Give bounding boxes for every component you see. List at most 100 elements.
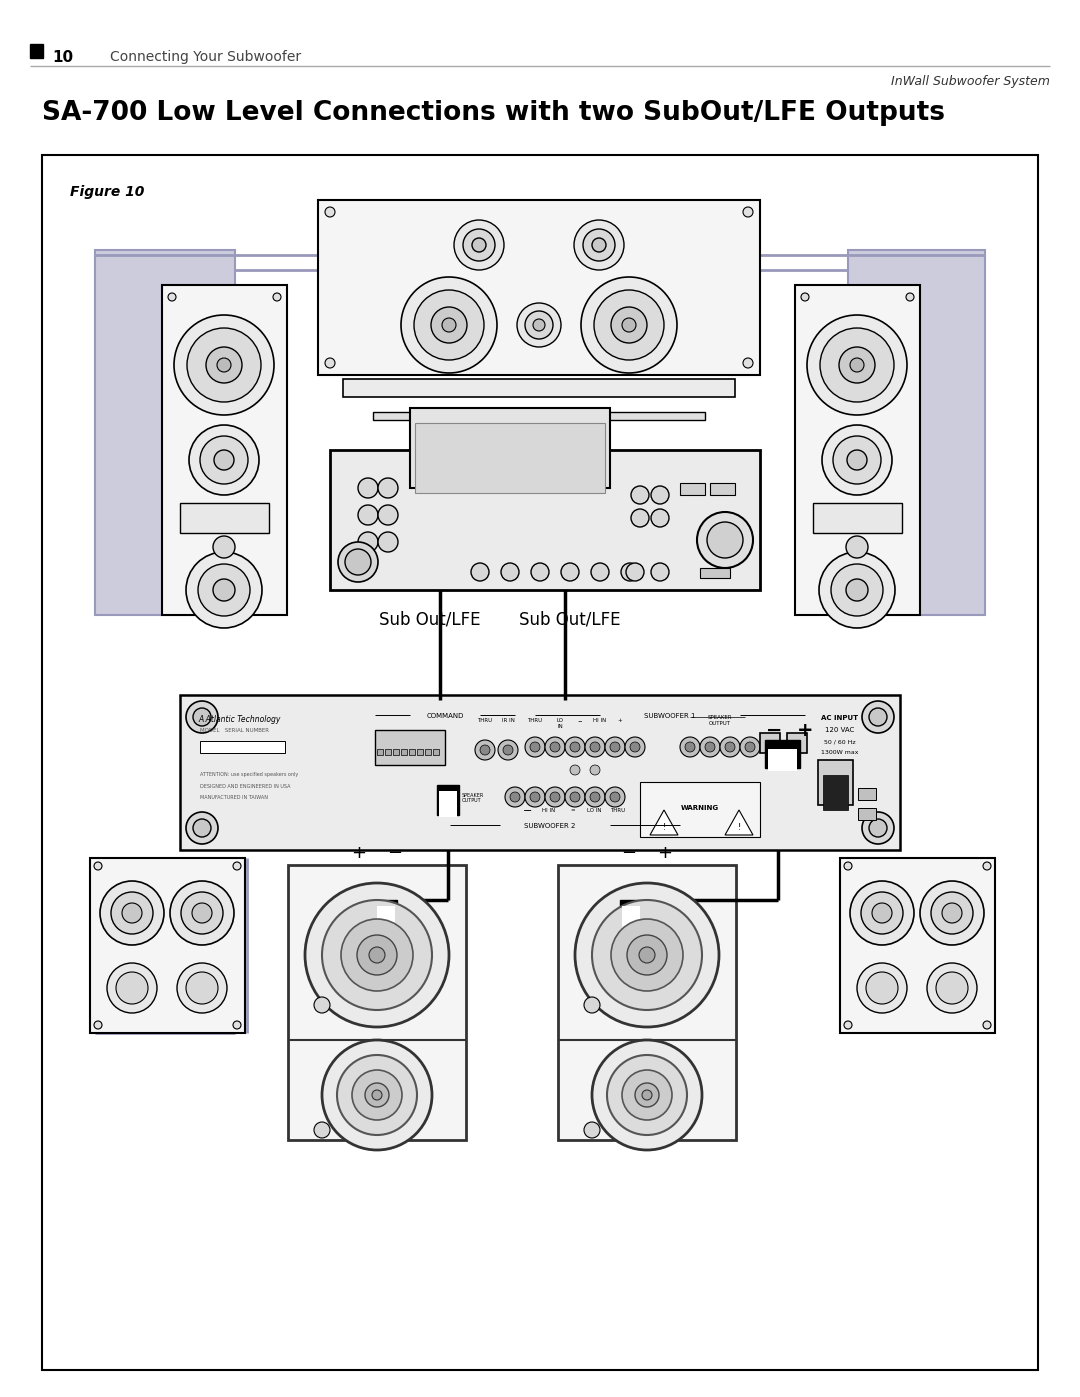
Circle shape [610, 742, 620, 752]
Circle shape [839, 346, 875, 383]
Circle shape [651, 486, 669, 504]
Bar [42, 155, 1038, 1370]
Circle shape [565, 738, 585, 757]
Circle shape [700, 738, 720, 757]
Text: −: − [621, 844, 636, 862]
Bar [384, 749, 391, 754]
Circle shape [743, 207, 753, 217]
Circle shape [850, 358, 864, 372]
Circle shape [213, 578, 235, 601]
Circle shape [570, 766, 580, 775]
Text: IR IN: IR IN [501, 718, 514, 724]
Circle shape [920, 882, 984, 944]
Circle shape [936, 972, 968, 1004]
Circle shape [100, 882, 164, 944]
Text: 50 / 60 Hz: 50 / 60 Hz [824, 739, 855, 745]
Circle shape [233, 1021, 241, 1030]
Circle shape [846, 578, 868, 601]
Circle shape [631, 509, 649, 527]
Text: +: + [618, 718, 622, 724]
Circle shape [200, 436, 248, 483]
Circle shape [187, 328, 261, 402]
Circle shape [621, 563, 639, 581]
Circle shape [181, 893, 222, 935]
Circle shape [480, 745, 490, 754]
Text: !: ! [662, 823, 665, 831]
Circle shape [337, 1055, 417, 1134]
Circle shape [534, 319, 545, 331]
Circle shape [322, 1039, 432, 1150]
Circle shape [94, 862, 102, 870]
Circle shape [531, 563, 549, 581]
Text: Sub Out/LFE: Sub Out/LFE [379, 610, 481, 629]
Circle shape [525, 738, 545, 757]
Circle shape [530, 742, 540, 752]
Bar [437, 785, 459, 814]
Circle shape [630, 742, 640, 752]
Bar [95, 250, 235, 615]
Bar [795, 285, 920, 615]
Circle shape [625, 738, 645, 757]
Text: THRU: THRU [477, 718, 492, 724]
Circle shape [591, 563, 609, 581]
Text: +: + [351, 844, 366, 862]
Circle shape [525, 787, 545, 807]
Circle shape [414, 291, 484, 360]
Circle shape [611, 307, 647, 344]
Bar [393, 749, 399, 754]
Circle shape [186, 972, 218, 1004]
Circle shape [583, 229, 615, 261]
Bar [30, 43, 43, 59]
Circle shape [189, 425, 259, 495]
Circle shape [550, 742, 561, 752]
Circle shape [325, 358, 335, 367]
Circle shape [872, 902, 892, 923]
Bar [288, 865, 465, 1140]
Circle shape [186, 552, 262, 629]
Circle shape [369, 947, 384, 963]
Circle shape [217, 358, 231, 372]
Circle shape [862, 812, 894, 844]
Circle shape [177, 963, 227, 1013]
Text: DESIGNED AND ENGINEERED IN USA: DESIGNED AND ENGINEERED IN USA [200, 784, 291, 789]
Circle shape [622, 319, 636, 332]
Circle shape [622, 1070, 672, 1120]
Bar [823, 775, 848, 810]
Circle shape [807, 314, 907, 415]
Circle shape [325, 207, 335, 217]
Text: HI IN: HI IN [542, 809, 555, 813]
Bar [415, 423, 605, 493]
Circle shape [858, 963, 907, 1013]
Circle shape [720, 738, 740, 757]
Circle shape [869, 819, 887, 837]
Circle shape [186, 812, 218, 844]
Circle shape [585, 738, 605, 757]
Text: 120 VAC: 120 VAC [825, 726, 854, 733]
Circle shape [565, 787, 585, 807]
Circle shape [186, 701, 218, 733]
Circle shape [454, 219, 504, 270]
Circle shape [581, 277, 677, 373]
Circle shape [862, 701, 894, 733]
Circle shape [338, 542, 378, 583]
Circle shape [341, 919, 413, 990]
Circle shape [743, 358, 753, 367]
Circle shape [594, 291, 664, 360]
Text: !: ! [738, 823, 741, 831]
Circle shape [651, 509, 669, 527]
Text: +: + [797, 721, 813, 739]
Text: THRU: THRU [527, 718, 542, 724]
Circle shape [745, 742, 755, 752]
Bar [848, 250, 985, 615]
Circle shape [273, 293, 281, 300]
Bar [417, 749, 423, 754]
Circle shape [573, 219, 624, 270]
Circle shape [233, 862, 241, 870]
Circle shape [570, 742, 580, 752]
Circle shape [570, 792, 580, 802]
Text: AC INPUT: AC INPUT [822, 715, 859, 721]
Circle shape [983, 1021, 991, 1030]
Circle shape [372, 1090, 382, 1099]
Circle shape [545, 738, 565, 757]
Circle shape [193, 819, 211, 837]
